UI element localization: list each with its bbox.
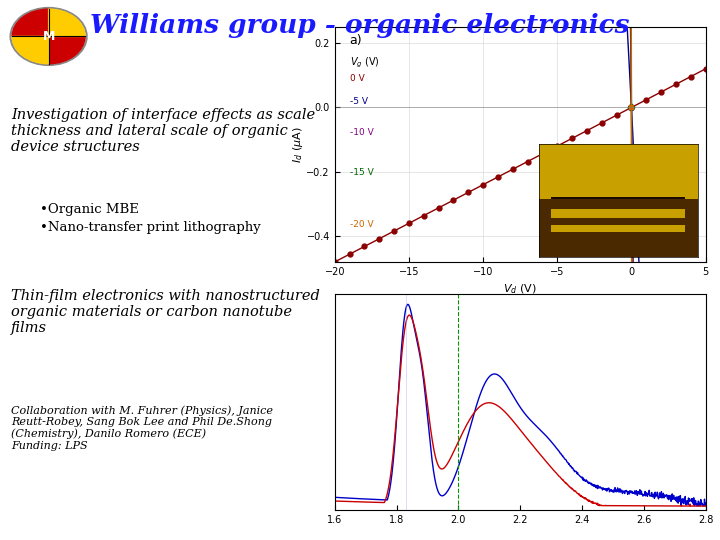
- Text: Investigation of interface effects as scale
thickness and lateral scale of organ: Investigation of interface effects as sc…: [11, 108, 315, 154]
- Text: •Nano-transfer print lithography: •Nano-transfer print lithography: [40, 221, 261, 234]
- Text: •Organic MBE: •Organic MBE: [40, 202, 138, 215]
- Text: -20 V: -20 V: [350, 220, 373, 228]
- Text: 0 V: 0 V: [350, 74, 364, 83]
- Text: Thin-film electronics with nanostructured
organic materials or carbon nanotube
f: Thin-film electronics with nanostructure…: [11, 289, 320, 335]
- Wedge shape: [12, 36, 49, 64]
- Wedge shape: [49, 9, 85, 36]
- Wedge shape: [12, 9, 49, 36]
- Text: M: M: [42, 30, 55, 43]
- Wedge shape: [48, 36, 85, 64]
- Text: a): a): [350, 34, 362, 47]
- Text: -5 V: -5 V: [350, 97, 368, 106]
- Text: -15 V: -15 V: [350, 168, 374, 177]
- Text: Williams group - organic electronics: Williams group - organic electronics: [90, 14, 630, 38]
- Text: -10 V: -10 V: [350, 128, 374, 137]
- Text: $V_g$ (V): $V_g$ (V): [350, 55, 379, 70]
- Text: Collaboration with M. Fuhrer (Physics), Janice
Reutt-Robey, Sang Bok Lee and Phi: Collaboration with M. Fuhrer (Physics), …: [11, 405, 273, 451]
- X-axis label: $V_d$ (V): $V_d$ (V): [503, 282, 537, 296]
- Y-axis label: $I_d$ ($\mu$A): $I_d$ ($\mu$A): [291, 126, 305, 163]
